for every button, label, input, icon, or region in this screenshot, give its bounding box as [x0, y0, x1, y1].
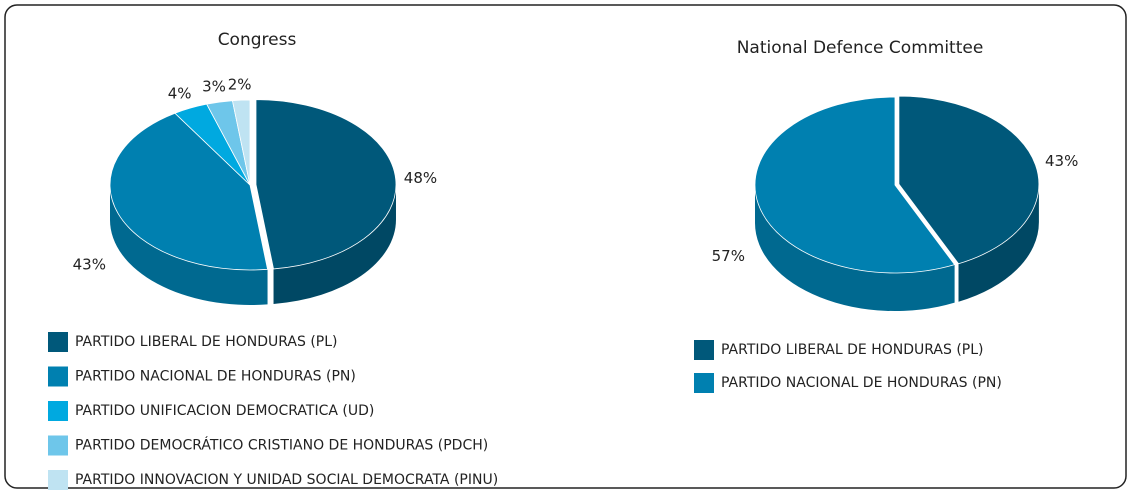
legend-swatch [694, 373, 714, 393]
pie-slice [754, 96, 956, 274]
data-label: 3% [202, 78, 226, 96]
legend-swatch [48, 435, 68, 456]
pie-side [755, 185, 955, 311]
legend-label: PARTIDO NACIONAL DE HONDURAS (PN) [75, 369, 356, 385]
pie-slice [255, 99, 397, 270]
legend-label: PARTIDO NACIONAL DE HONDURAS (PN) [721, 375, 1002, 391]
legend-swatch [48, 470, 68, 490]
chart-title: National Defence Committee [737, 38, 984, 58]
legend-swatch [48, 366, 68, 387]
legend-label: PARTIDO DEMOCRÁTICO CRISTIANO DE HONDURA… [75, 437, 488, 454]
data-label: 4% [168, 85, 192, 103]
legend-swatch [48, 401, 68, 421]
pie-side [110, 185, 268, 305]
legend-label: PARTIDO UNIFICACION DEMOCRATICA (UD) [75, 403, 374, 419]
pie-side [958, 184, 1039, 302]
data-label: 2% [228, 75, 252, 93]
legend-label: PARTIDO LIBERAL DE HONDURAS (PL) [721, 342, 984, 358]
data-label: 48% [404, 169, 437, 187]
pie-slice [898, 95, 1040, 265]
legend-label: PARTIDO LIBERAL DE HONDURAS (PL) [75, 334, 338, 350]
pie-slice [231, 99, 251, 186]
pie-side [273, 184, 396, 304]
legend-label: PARTIDO INNOVACION Y UNIDAD SOCIAL DEMOC… [75, 472, 498, 488]
data-label: 43% [1045, 152, 1078, 170]
data-label: 57% [712, 247, 745, 265]
pie-slice [109, 112, 269, 271]
data-label: 43% [73, 256, 106, 274]
legend-swatch [48, 332, 68, 352]
legend-swatch [694, 340, 714, 360]
chart-title: Congress [218, 30, 297, 50]
